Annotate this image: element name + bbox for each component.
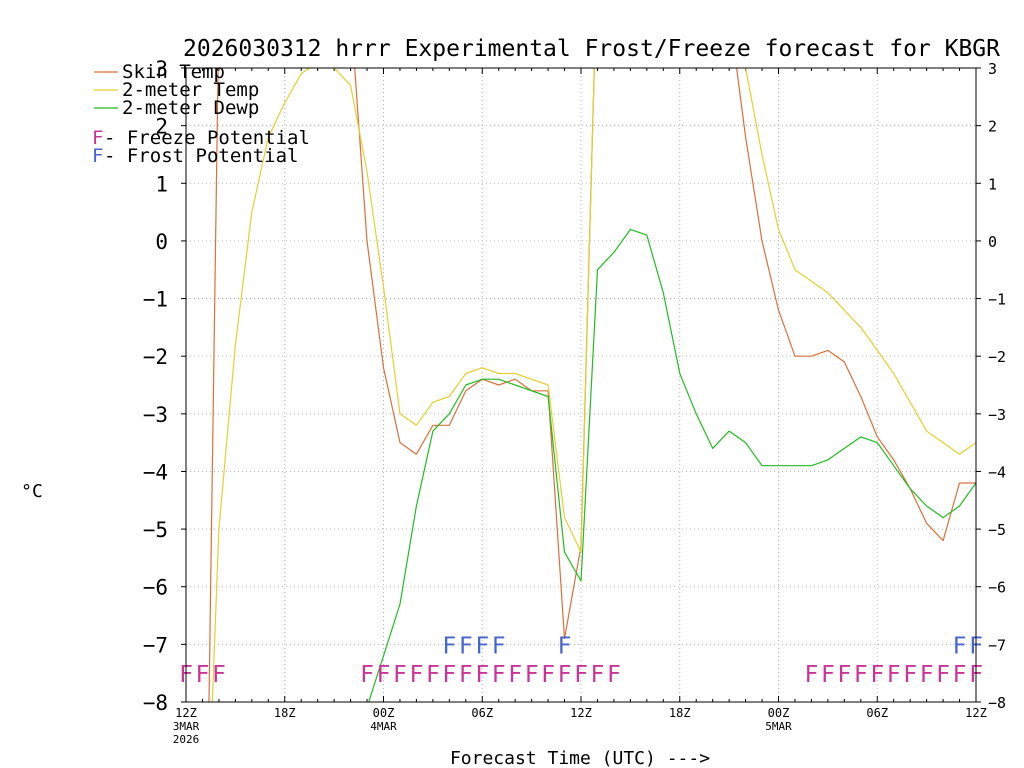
plot-frame — [185, 67, 977, 703]
y-tick-label-left: −6 — [143, 576, 168, 600]
y-tick-label-right: −5 — [988, 521, 1006, 539]
freeze-marker: F — [459, 662, 473, 688]
freeze-marker: F — [920, 662, 934, 688]
freeze-marker: F — [591, 662, 605, 688]
x-tick-year: 2026 — [173, 733, 200, 746]
legend-marker-label: - Frost Potential — [104, 145, 298, 167]
y-tick-label-left: −1 — [143, 288, 168, 312]
freeze-marker: F — [426, 662, 440, 688]
x-tick-label: 00Z — [373, 706, 395, 720]
y-tick-label-right: −1 — [988, 291, 1006, 309]
y-tick-label-left: −3 — [143, 403, 168, 427]
y-tick-label-left: 0 — [155, 230, 168, 254]
series-line-2-meter-temp — [211, 68, 976, 702]
freeze-marker: F — [558, 662, 572, 688]
grid — [186, 68, 976, 702]
series-clip-group — [208, 68, 976, 702]
x-tick-label: 12Z — [570, 706, 592, 720]
frost-marker: F — [558, 633, 572, 659]
legend-label: 2-meter Dewp — [122, 97, 259, 119]
y-tick-label-left: −5 — [143, 518, 168, 542]
y-tick-label-left: −4 — [143, 460, 168, 484]
freeze-marker: F — [607, 662, 621, 688]
x-tick-date: 5MAR — [765, 720, 792, 733]
freeze-marker: F — [525, 662, 539, 688]
y-tick-label-right: 2 — [988, 118, 997, 136]
series-line-2-meter-dewp — [368, 228, 976, 702]
x-tick-label: 06Z — [866, 706, 888, 720]
legend-label: 2-meter Temp — [122, 79, 259, 101]
y-tick-label-left: −7 — [143, 633, 168, 657]
y-tick-label-right: 3 — [988, 60, 997, 78]
freeze-marker: F — [574, 662, 588, 688]
x-tick-date: 4MAR — [370, 720, 397, 733]
freeze-marker: F — [475, 662, 489, 688]
y-tick-label-right: 1 — [988, 175, 997, 193]
x-axis-label: Forecast Time (UTC) ---> — [450, 748, 710, 768]
freeze-marker: F — [196, 662, 210, 688]
y-tick-label-right: −4 — [988, 463, 1006, 481]
y-tick-label-left: 1 — [155, 172, 168, 196]
freeze-marker: F — [409, 662, 423, 688]
y-tick-label-left: 3 — [155, 57, 168, 81]
x-tick-label: 00Z — [768, 706, 790, 720]
chart-title: 2026030312 hrrr Experimental Frost/Freez… — [183, 36, 1000, 62]
x-tick-label: 18Z — [274, 706, 296, 720]
freeze-marker: F — [442, 662, 456, 688]
y-tick-label-right: −2 — [988, 348, 1006, 366]
freeze-marker: F — [212, 662, 226, 688]
freeze-marker: F — [508, 662, 522, 688]
freeze-marker: F — [360, 662, 374, 688]
frost-freeze-markers: F F F F F F F F F F F F F F F F F F F F F F F F F F F F F FF F F F F F F — [179, 633, 983, 688]
frost-marker: F — [492, 633, 506, 659]
x-tick-label: 12Z — [965, 706, 987, 720]
series-line-skin-temp — [208, 68, 976, 702]
legend-label: Skin Temp — [122, 61, 225, 83]
x-tick-label: 18Z — [669, 706, 691, 720]
legend-marker-label: - Freeze Potential — [104, 127, 310, 149]
freeze-marker: F — [837, 662, 851, 688]
frost-marker: F — [442, 633, 456, 659]
freeze-marker: F — [854, 662, 868, 688]
data-series — [208, 68, 976, 702]
y-tick-label-right: −8 — [988, 694, 1006, 712]
freeze-marker: F — [936, 662, 950, 688]
y-tick-label-right: −3 — [988, 406, 1006, 424]
freeze-marker: F — [887, 662, 901, 688]
frost-marker: F — [475, 633, 489, 659]
x-tick-label: 12Z — [175, 706, 197, 720]
freeze-marker: F — [821, 662, 835, 688]
x-tick-label: 06Z — [471, 706, 493, 720]
y-tick-label-right: −7 — [988, 636, 1006, 654]
legend-marker-letter: F — [92, 145, 103, 167]
x-tick-date: 3MAR — [173, 720, 200, 733]
frost-marker: F — [459, 633, 473, 659]
freeze-marker: F — [492, 662, 506, 688]
freeze-marker: F — [903, 662, 917, 688]
y-axis-label: °C — [21, 481, 43, 502]
freeze-marker: F — [953, 662, 967, 688]
y-tick-label-left: 2 — [155, 115, 168, 139]
freeze-marker: F — [804, 662, 818, 688]
y-tick-label-left: −8 — [143, 691, 168, 715]
y-tick-label-left: −2 — [143, 345, 168, 369]
frost-marker: F — [953, 633, 967, 659]
freeze-marker: F — [393, 662, 407, 688]
y-tick-label-right: −6 — [988, 579, 1006, 597]
freeze-marker: F — [377, 662, 391, 688]
freeze-marker: F — [870, 662, 884, 688]
legend-marker-letter: F — [92, 127, 103, 149]
freeze-marker: F — [541, 662, 555, 688]
y-tick-label-right: 0 — [988, 233, 997, 251]
